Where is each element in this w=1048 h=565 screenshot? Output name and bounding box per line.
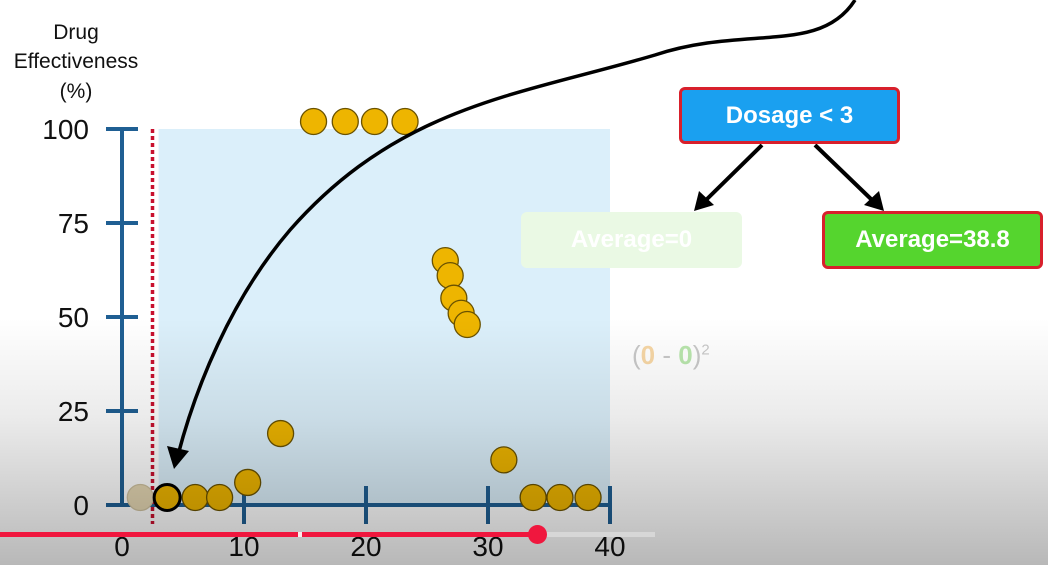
- tree-left-leaf: Average=0: [521, 212, 742, 268]
- data-point: [546, 483, 574, 512]
- data-point: [453, 310, 481, 339]
- data-point: [519, 483, 547, 512]
- progress-scrubber[interactable]: [528, 525, 547, 544]
- data-point: [331, 107, 359, 136]
- formula-observed: 0: [640, 340, 656, 370]
- formula-exponent: 2: [701, 341, 710, 359]
- y-axis-label-line-2: Effectiveness: [13, 50, 139, 73]
- x-tick-label: 0: [114, 531, 130, 562]
- split-region: [158, 129, 610, 505]
- tree-root-node: Dosage < 3: [679, 87, 900, 144]
- y-tick-label: 75: [58, 208, 89, 239]
- data-point: [391, 107, 419, 136]
- data-point: [436, 261, 464, 290]
- chapter-marker: [298, 532, 302, 537]
- data-point: [205, 483, 234, 512]
- formula-close: ): [692, 340, 702, 370]
- y-tick-label: 50: [58, 302, 89, 333]
- y-tick-label: 0: [73, 490, 89, 521]
- y-tick-label: 25: [58, 396, 89, 427]
- data-point: [360, 107, 389, 136]
- data-point: [574, 483, 602, 512]
- data-point: [126, 483, 154, 512]
- data-point: [234, 468, 262, 497]
- tree-edge-left: [704, 143, 764, 202]
- data-point: [299, 107, 328, 136]
- tree-right-leaf: Average=38.8: [822, 211, 1043, 269]
- y-tick-label: 100: [42, 114, 89, 145]
- formula-minus: -: [655, 340, 679, 370]
- data-point: [490, 446, 518, 474]
- curved-arrow-head: [167, 446, 189, 469]
- tree-edge-left-head: [694, 191, 714, 211]
- data-point: [181, 483, 209, 512]
- formula-open: (: [632, 340, 641, 370]
- y-axis-label-line-3: (%): [59, 80, 93, 103]
- curved-arrow: [176, 0, 857, 456]
- tree-edge-right: [813, 143, 874, 202]
- formula-predicted: 0: [678, 340, 693, 370]
- data-point-highlighted: [152, 482, 182, 512]
- tree-edge-right-head: [864, 191, 884, 211]
- y-axis-label-line-1: Drug: [53, 21, 99, 44]
- progress-played: [0, 532, 538, 537]
- data-point: [266, 419, 295, 448]
- squared-residual-formula: (0 - 0)2: [632, 340, 710, 371]
